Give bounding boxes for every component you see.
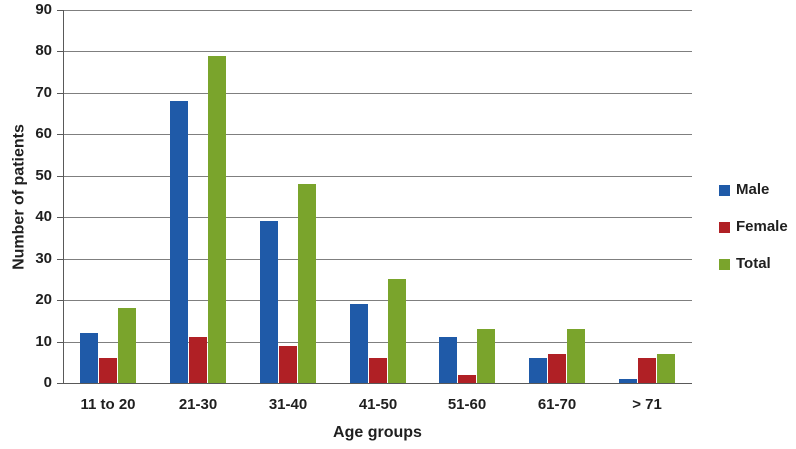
female-bar <box>279 346 297 383</box>
male-bar <box>529 358 547 383</box>
y-axis-tick <box>57 217 63 218</box>
total-bar <box>118 308 136 383</box>
gridline <box>63 259 692 260</box>
legend-label: Female <box>736 218 788 235</box>
y-tick-label: 50 <box>35 167 52 184</box>
female-bar <box>458 375 476 383</box>
x-tick-label: > 71 <box>632 396 662 413</box>
legend-swatch-male <box>719 184 730 196</box>
y-axis-tick <box>57 300 63 301</box>
y-tick-label: 10 <box>35 333 52 350</box>
legend-item-male: Male <box>719 182 788 198</box>
y-axis-title: Number of patients <box>10 124 28 270</box>
y-axis-tick <box>57 134 63 135</box>
legend-label: Male <box>736 181 770 198</box>
legend-label: Total <box>736 255 771 272</box>
legend-item-total: Total <box>719 256 788 272</box>
x-tick-label: 21-30 <box>178 396 218 413</box>
male-bar <box>260 221 278 383</box>
male-bar <box>350 304 368 383</box>
x-tick-label: 41-50 <box>358 396 398 413</box>
legend-swatch-total <box>719 258 730 270</box>
y-axis-tick <box>57 51 63 52</box>
x-tick-label: 11 to 20 <box>80 396 136 413</box>
x-tick-label: 51-60 <box>447 396 487 413</box>
female-bar <box>369 358 387 383</box>
gridline <box>63 342 692 343</box>
total-bar <box>657 354 675 383</box>
x-axis-title: Age groups <box>333 424 422 441</box>
male-bar <box>439 337 457 383</box>
y-tick-label: 0 <box>43 374 52 391</box>
y-tick-label: 30 <box>35 250 52 267</box>
y-axis-tick <box>57 176 63 177</box>
y-tick-label: 70 <box>35 84 52 101</box>
y-axis-tick <box>57 383 63 384</box>
female-bar <box>638 358 656 383</box>
y-axis-tick <box>57 342 63 343</box>
gridline <box>63 217 692 218</box>
male-bar <box>80 333 98 383</box>
total-bar <box>567 329 585 383</box>
female-bar <box>548 354 566 383</box>
male-bar <box>170 101 188 383</box>
total-bar <box>208 56 226 383</box>
gridline <box>63 176 692 177</box>
total-bar <box>477 329 495 383</box>
total-bar <box>388 279 406 383</box>
y-tick-label: 40 <box>35 208 52 225</box>
legend: Male Female Total <box>719 182 788 293</box>
y-tick-label: 90 <box>35 1 52 18</box>
male-bar <box>619 379 637 383</box>
gridline <box>63 93 692 94</box>
gridline <box>63 51 692 52</box>
x-axis-line <box>63 383 692 384</box>
gridline <box>63 300 692 301</box>
y-tick-label: 20 <box>35 291 52 308</box>
x-tick-label: 61-70 <box>537 396 577 413</box>
female-bar <box>99 358 117 383</box>
female-bar <box>189 337 207 383</box>
y-axis-tick <box>57 259 63 260</box>
total-bar <box>298 184 316 383</box>
y-axis-tick <box>57 93 63 94</box>
x-tick-label: 31-40 <box>268 396 308 413</box>
y-axis-tick <box>57 10 63 11</box>
legend-item-female: Female <box>719 219 788 235</box>
gridline <box>63 134 692 135</box>
legend-swatch-female <box>719 221 730 233</box>
y-tick-label: 80 <box>35 42 52 59</box>
gridline <box>63 10 692 11</box>
y-axis-line <box>63 10 64 384</box>
y-tick-label: 60 <box>35 125 52 142</box>
